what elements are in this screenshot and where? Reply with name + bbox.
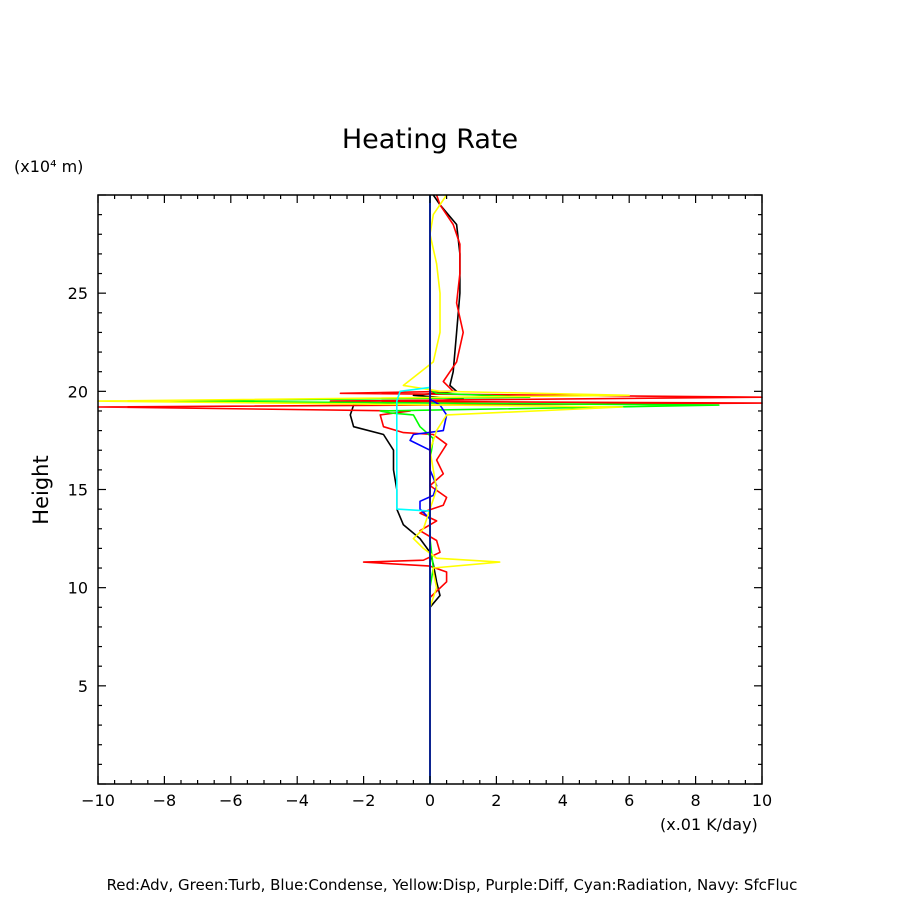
x-tick-label: −8	[153, 791, 177, 810]
x-tick-label: 8	[691, 791, 701, 810]
plot-frame	[97, 194, 763, 785]
series-line-0	[349, 194, 464, 784]
x-unit-label: (x.01 K/day)	[660, 815, 758, 834]
series-line-6	[396, 195, 431, 784]
y-tick-label: 10	[68, 579, 88, 598]
x-tick-label: −4	[285, 791, 309, 810]
x-tick-label: 6	[624, 791, 634, 810]
series-line-3	[409, 195, 448, 784]
y-tick-label: 20	[68, 382, 88, 401]
x-tick-label: −6	[219, 791, 243, 810]
legend-text: Red:Adv, Green:Turb, Blue:Condense, Yell…	[107, 876, 798, 894]
x-tick-label: 10	[752, 791, 772, 810]
x-tick-label: −2	[352, 791, 376, 810]
y-tick-label: 5	[78, 677, 88, 696]
series-line-2	[153, 195, 720, 784]
x-tick-label: 4	[558, 791, 568, 810]
x-tick-label: 2	[491, 791, 501, 810]
y-unit-label: (x10⁴ m)	[14, 157, 83, 176]
y-tick-label: 25	[68, 284, 88, 303]
series-layer	[97, 194, 763, 784]
x-tick-label: −10	[81, 791, 115, 810]
series-line-4	[97, 194, 630, 784]
x-tick-label: 0	[425, 791, 435, 810]
y-axis-label: Height	[29, 455, 53, 524]
chart-title: Heating Rate	[342, 124, 518, 155]
y-tick-label: 15	[68, 481, 88, 500]
tick-layer: −10 −8 −6 −4 −2 0 2 4 6 8 10 5 10 15 20 25	[68, 194, 772, 810]
